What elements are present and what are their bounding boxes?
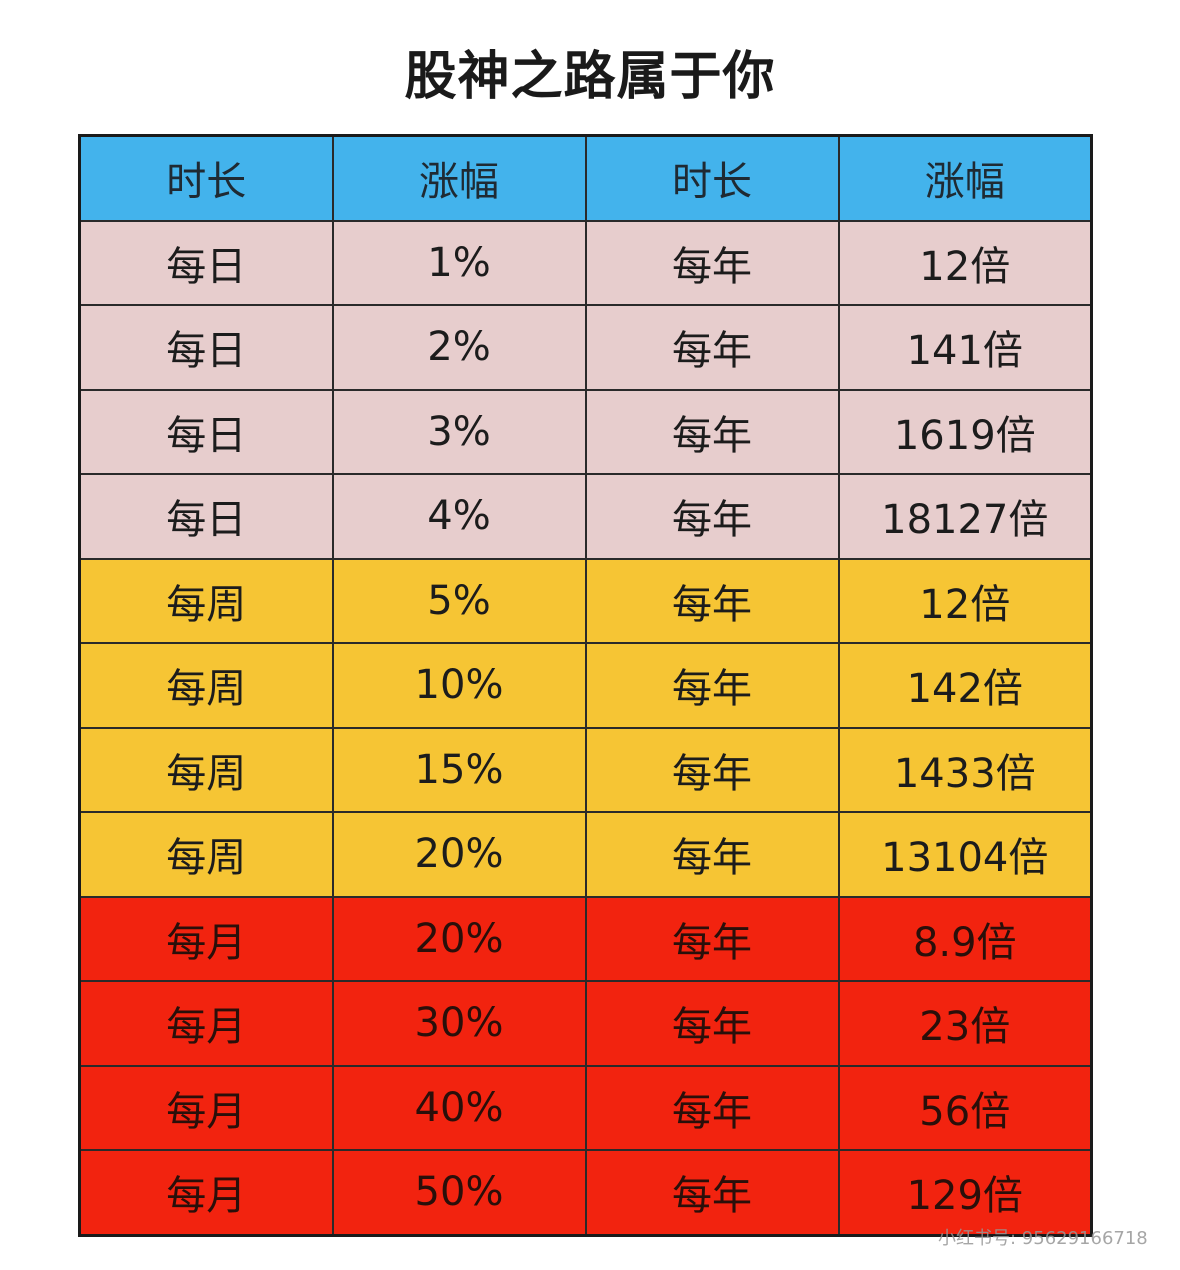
cell-result: 129倍: [837, 1149, 1093, 1236]
cell-result: 1433倍: [837, 726, 1093, 813]
table-row: 每周 15% 每年 1433倍: [78, 726, 1093, 813]
table-row: 每月 30% 每年 23倍: [78, 980, 1093, 1067]
cell-period: 每周: [78, 726, 334, 813]
page-title: 股神之路属于你: [404, 47, 776, 107]
header-duration-1: 时长: [78, 134, 334, 222]
header-duration-2: 时长: [584, 134, 840, 222]
table-header-row: 时长 涨幅 时长 涨幅: [78, 134, 1093, 222]
cell-horizon: 每年: [584, 1064, 840, 1151]
cell-horizon: 每年: [584, 980, 840, 1067]
cell-gain: 10%: [331, 642, 587, 729]
cell-gain: 3%: [331, 388, 587, 475]
cell-gain: 50%: [331, 1149, 587, 1236]
table-row: 每日 2% 每年 141倍: [78, 304, 1093, 391]
cell-gain: 20%: [331, 811, 587, 898]
cell-horizon: 每年: [584, 895, 840, 982]
table-row: 每周 10% 每年 142倍: [78, 642, 1093, 729]
watermark-text: 小红书号: 95629166718: [938, 1228, 1148, 1249]
cell-horizon: 每年: [584, 304, 840, 391]
growth-table: 时长 涨幅 时长 涨幅 每日 1% 每年 12倍 每日 2% 每年 141倍 每日 3% 每年 161…: [78, 134, 1093, 1237]
table-row: 每周 5% 每年 12倍: [78, 557, 1093, 644]
table-row: 每月 20% 每年 8.9倍: [78, 895, 1093, 982]
cell-gain: 4%: [331, 473, 587, 560]
cell-horizon: 每年: [584, 219, 840, 306]
cell-gain: 5%: [331, 557, 587, 644]
cell-horizon: 每年: [584, 557, 840, 644]
cell-result: 56倍: [837, 1064, 1093, 1151]
cell-result: 23倍: [837, 980, 1093, 1067]
cell-gain: 1%: [331, 219, 587, 306]
cell-gain: 2%: [331, 304, 587, 391]
cell-period: 每日: [78, 219, 334, 306]
cell-period: 每月: [78, 1149, 334, 1236]
cell-result: 8.9倍: [837, 895, 1093, 982]
cell-result: 141倍: [837, 304, 1093, 391]
cell-result: 1619倍: [837, 388, 1093, 475]
cell-horizon: 每年: [584, 642, 840, 729]
watermark-logo: 小红书: [1098, 1193, 1140, 1209]
cell-period: 每周: [78, 557, 334, 644]
cell-gain: 15%: [331, 726, 587, 813]
cell-horizon: 每年: [584, 1149, 840, 1236]
cell-horizon: 每年: [584, 473, 840, 560]
cell-gain: 30%: [331, 980, 587, 1067]
cell-result: 12倍: [837, 219, 1093, 306]
cell-gain: 20%: [331, 895, 587, 982]
cell-period: 每月: [78, 895, 334, 982]
cell-horizon: 每年: [584, 388, 840, 475]
table-row: 每周 20% 每年 13104倍: [78, 811, 1093, 898]
table-row: 每月 50% 每年 129倍: [78, 1149, 1093, 1236]
table-row: 每月 40% 每年 56倍: [78, 1064, 1093, 1151]
cell-horizon: 每年: [584, 811, 840, 898]
cell-result: 12倍: [837, 557, 1093, 644]
header-gain-1: 涨幅: [331, 134, 587, 222]
cell-horizon: 每年: [584, 726, 840, 813]
cell-period: 每日: [78, 304, 334, 391]
cell-result: 142倍: [837, 642, 1093, 729]
cell-period: 每月: [78, 1064, 334, 1151]
cell-period: 每周: [78, 642, 334, 729]
table-row: 每日 3% 每年 1619倍: [78, 388, 1093, 475]
cell-period: 每日: [78, 473, 334, 560]
cell-period: 每日: [78, 388, 334, 475]
cell-period: 每月: [78, 980, 334, 1067]
table-row: 每日 4% 每年 18127倍: [78, 473, 1093, 560]
table-row: 每日 1% 每年 12倍: [78, 219, 1093, 306]
cell-gain: 40%: [331, 1064, 587, 1151]
cell-result: 18127倍: [837, 473, 1093, 560]
header-gain-2: 涨幅: [837, 134, 1093, 222]
table-body: 每日 1% 每年 12倍 每日 2% 每年 141倍 每日 3% 每年 1619倍 每日 4% 每年 1812…: [78, 219, 1093, 1236]
cell-period: 每周: [78, 811, 334, 898]
cell-result: 13104倍: [837, 811, 1093, 898]
